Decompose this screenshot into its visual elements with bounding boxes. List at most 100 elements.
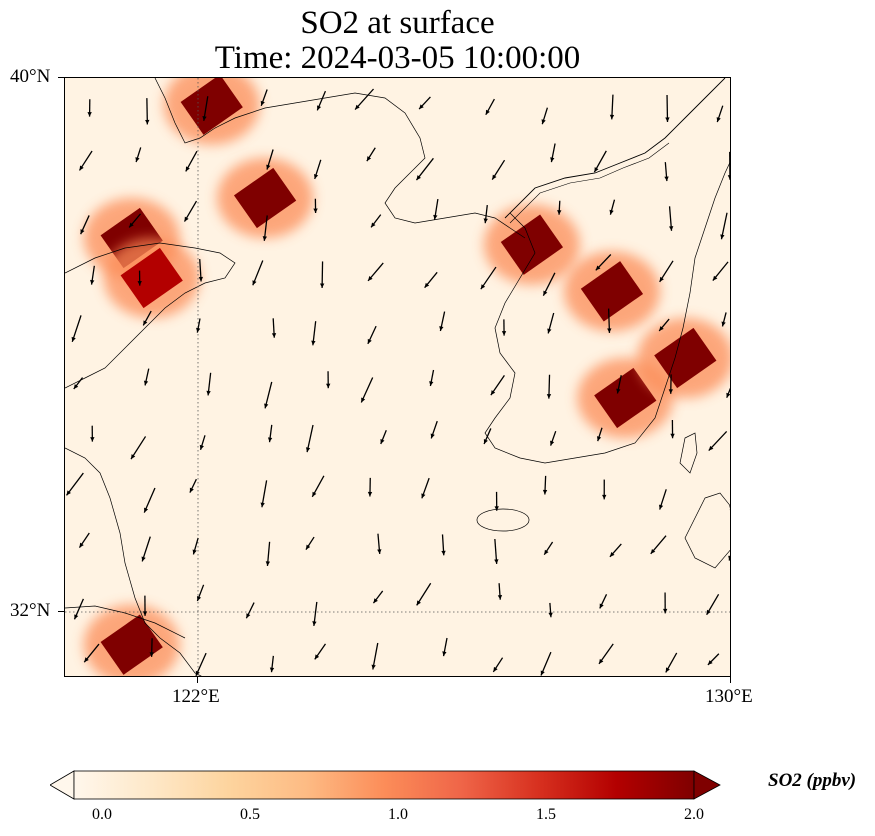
wind-arrow xyxy=(366,147,376,162)
wind-arrow xyxy=(195,652,207,676)
map-title-line1: SO2 at surface xyxy=(300,5,495,41)
wind-arrow xyxy=(415,157,434,181)
wind-arrow xyxy=(668,374,673,394)
wind-arrow xyxy=(593,150,607,173)
wind-vectors xyxy=(65,88,730,676)
wind-arrow xyxy=(260,89,268,107)
wind-arrow xyxy=(266,149,274,170)
wind-arrow xyxy=(262,215,268,241)
wind-arrow xyxy=(501,319,507,336)
korea-coastline xyxy=(484,161,730,464)
korea-dmz-line xyxy=(509,142,670,224)
wind-arrow xyxy=(314,643,327,660)
wind-arrow xyxy=(490,375,505,396)
wind-arrow xyxy=(83,643,100,663)
wind-arrow xyxy=(728,554,730,561)
coastlines xyxy=(65,78,730,676)
wind-arrow xyxy=(183,200,198,222)
wind-arrow xyxy=(599,594,608,609)
wind-arrow xyxy=(706,593,720,616)
wind-arrow xyxy=(609,199,616,215)
wind-arrow xyxy=(416,582,432,606)
colorbar-max-extend xyxy=(693,770,721,800)
wind-arrow xyxy=(196,584,205,602)
china-coastline xyxy=(65,447,202,676)
wind-arrow xyxy=(267,424,273,443)
wind-arrow xyxy=(609,94,615,120)
wind-arrow xyxy=(664,162,669,182)
wind-arrow xyxy=(480,266,497,290)
wind-arrow xyxy=(143,368,150,386)
lon-tick-label-122: 122°E xyxy=(172,686,220,707)
wind-arrow xyxy=(439,311,446,332)
wind-arrow xyxy=(659,260,674,283)
wind-arrow xyxy=(71,315,82,343)
wind-arrow xyxy=(73,598,84,620)
wind-arrow xyxy=(245,602,255,619)
wind-arrow xyxy=(663,592,668,614)
wind-arrow xyxy=(650,535,667,555)
wind-arrow xyxy=(729,505,730,511)
wind-arrow xyxy=(149,638,154,657)
wind-arrow xyxy=(546,374,552,399)
wind-arrow xyxy=(319,261,325,289)
wind-arrow xyxy=(668,206,674,231)
colorbar xyxy=(50,770,721,800)
wind-arrow xyxy=(598,643,614,665)
lat-tick-mark-40 xyxy=(58,77,64,78)
wind-arrow xyxy=(421,477,430,499)
wind-arrow xyxy=(311,475,325,498)
wind-arrow xyxy=(367,262,384,282)
wind-arrow xyxy=(313,159,322,180)
wind-arrow xyxy=(137,270,142,286)
so2-hotspot-core xyxy=(580,261,644,322)
wind-arrow xyxy=(371,642,379,670)
wind-arrow xyxy=(128,213,142,228)
wind-arrow xyxy=(491,159,506,180)
colorbar-min-extend xyxy=(50,770,75,800)
wind-arrow xyxy=(707,653,720,666)
wind-arrow xyxy=(305,424,314,453)
wind-arrow xyxy=(316,90,327,111)
wind-arrow xyxy=(430,420,438,439)
wind-arrow xyxy=(424,271,438,289)
wind-arrow xyxy=(130,436,147,460)
wind-arrow xyxy=(135,147,142,163)
lat-tick-label-32: 32°N xyxy=(10,600,51,621)
colorbar-tick-3: 1.5 xyxy=(536,806,556,823)
wind-arrow xyxy=(269,655,275,673)
colorbar-title: SO2 (ppbv) xyxy=(768,770,857,791)
gridlines xyxy=(65,78,730,676)
tsushima-island xyxy=(679,432,698,474)
wind-arrow xyxy=(712,261,729,281)
wind-arrow xyxy=(542,272,556,296)
wind-arrow xyxy=(708,430,728,452)
wind-arrow xyxy=(596,427,603,442)
wind-arrow xyxy=(550,143,556,163)
so2-hotspot-core xyxy=(594,367,657,429)
lon-tick-label-130: 130°E xyxy=(705,686,753,707)
wind-arrow xyxy=(78,532,90,548)
wind-arrow xyxy=(372,590,384,604)
colorbar-tick-2: 1.0 xyxy=(388,806,408,823)
wind-arrow xyxy=(143,487,156,513)
wind-arrow xyxy=(367,477,373,497)
colorbar-gradient xyxy=(73,770,695,800)
wind-arrow xyxy=(557,200,562,215)
wind-arrow xyxy=(206,372,212,396)
map-title-line2: Time: 2024-03-05 10:00:00 xyxy=(214,40,581,76)
wind-arrow xyxy=(78,150,93,171)
wind-arrow xyxy=(305,536,315,550)
so2-map xyxy=(65,78,730,676)
wind-arrow xyxy=(326,371,331,389)
wind-arrow xyxy=(418,96,431,110)
wind-arrow xyxy=(264,381,273,409)
so2-hotspot-core xyxy=(180,78,243,135)
wind-arrow xyxy=(260,480,268,508)
lon-tick-mark-130 xyxy=(730,677,731,683)
wind-arrow xyxy=(370,214,382,228)
wind-arrow xyxy=(429,369,435,387)
colorbar-tick-4: 2.0 xyxy=(684,806,704,823)
wind-arrow xyxy=(543,541,554,556)
so2-concentration-field xyxy=(83,78,730,676)
